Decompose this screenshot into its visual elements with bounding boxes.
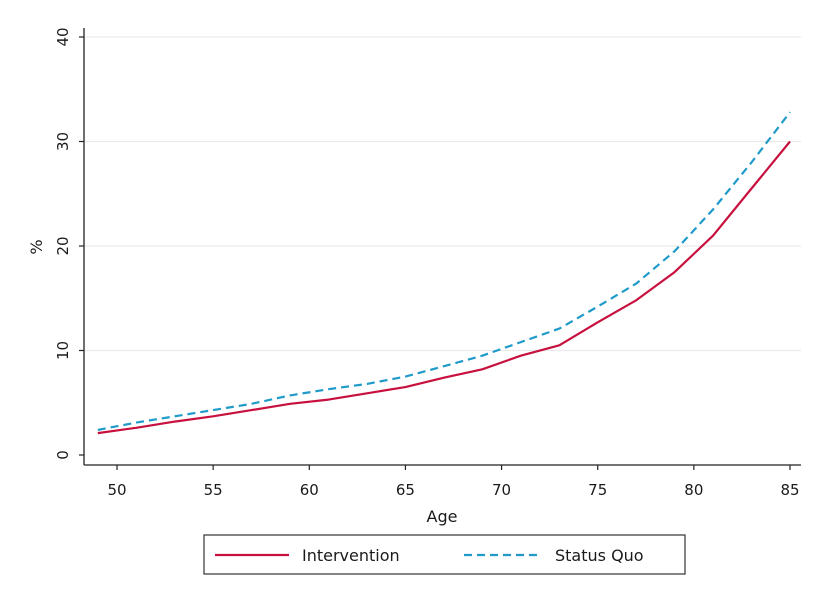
x-tick-label: 55 xyxy=(204,481,223,499)
y-tick-label: 20 xyxy=(54,236,72,255)
legend-label: Intervention xyxy=(302,546,400,565)
y-tick-label: 10 xyxy=(54,341,72,360)
series-lines xyxy=(97,111,791,435)
series-line-intervention xyxy=(97,140,791,435)
legend: Intervention Status Quo xyxy=(203,534,686,575)
x-tick-label: 80 xyxy=(684,481,703,499)
y-axis-title: % xyxy=(27,239,46,254)
y-tick-label: 30 xyxy=(54,132,72,151)
x-tick-label: 50 xyxy=(107,481,126,499)
legend-box xyxy=(203,534,686,575)
x-tick-label: 75 xyxy=(588,481,607,499)
axes: 0 10 20 30 40 50 55 60 65 70 75 80 85 xyxy=(54,27,801,499)
legend-label: Status Quo xyxy=(555,546,644,565)
x-tick-label: 85 xyxy=(780,481,799,499)
y-tick-label: 40 xyxy=(54,27,72,46)
x-axis-title: Age xyxy=(427,507,458,526)
x-tick-label: 70 xyxy=(492,481,511,499)
series-line-status-quo xyxy=(97,111,791,431)
gridlines xyxy=(85,36,801,352)
y-tick-label: 0 xyxy=(54,450,72,460)
x-tick-label: 65 xyxy=(396,481,415,499)
x-tick-label: 60 xyxy=(300,481,319,499)
